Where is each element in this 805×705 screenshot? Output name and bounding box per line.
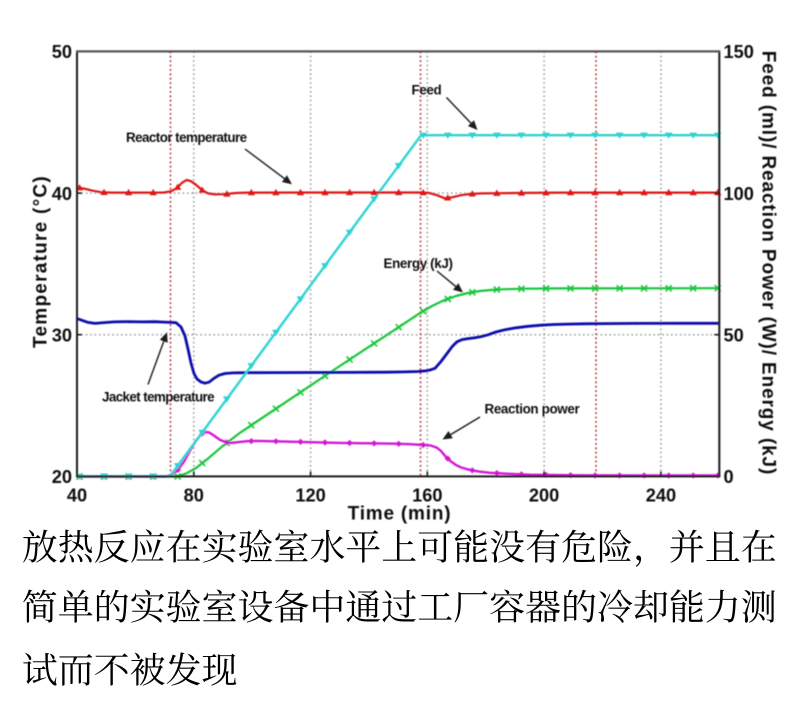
svg-text:20: 20 [52,467,72,487]
svg-text:Energy (kJ): Energy (kJ) [384,256,453,271]
svg-text:Time (min): Time (min) [348,504,452,525]
svg-text:40: 40 [67,486,87,506]
svg-text:120: 120 [295,486,325,506]
svg-text:30: 30 [52,325,72,345]
svg-text:0: 0 [724,467,734,487]
svg-text:Reactor temperature: Reactor temperature [126,130,247,145]
svg-text:Jacket temperature: Jacket temperature [102,389,214,404]
svg-text:240: 240 [646,486,676,506]
svg-text:150: 150 [724,42,754,62]
svg-text:200: 200 [529,486,559,506]
svg-text:50: 50 [52,42,72,62]
svg-text:Feed: Feed [412,83,442,98]
svg-text:Feed (ml)/ Reaction Power (W)/: Feed (ml)/ Reaction Power (W)/ Energy (k… [758,51,779,475]
svg-text:Reaction power: Reaction power [485,401,581,416]
svg-text:100: 100 [724,184,754,204]
svg-text:40: 40 [52,184,72,204]
svg-text:80: 80 [184,486,204,506]
svg-text:Temperature (°C): Temperature (°C) [31,175,52,348]
svg-text:50: 50 [724,325,744,345]
svg-text:160: 160 [412,486,442,506]
